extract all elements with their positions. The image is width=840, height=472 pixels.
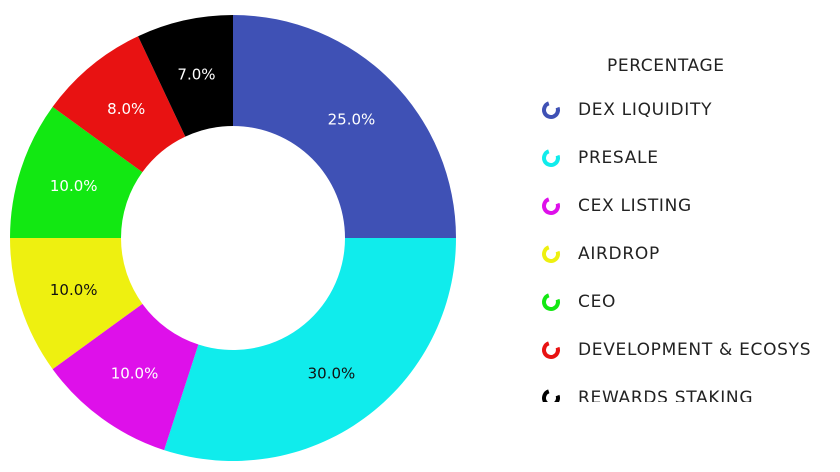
slice-label-dex-liquidity: 25.0%: [328, 111, 376, 129]
donut-legend-icon: [542, 101, 560, 119]
legend: PERCENTAGE DEX LIQUIDITY PRESALE CEX LISTI…: [540, 56, 840, 402]
donut-legend-icon: [542, 149, 560, 167]
donut-slices: [10, 15, 456, 462]
slice-rewards-staking: [138, 15, 233, 137]
slice-label-rewards-staking: 7.0%: [177, 66, 215, 84]
legend-label: DEVELOPMENT & ECOSYS: [578, 340, 812, 360]
slice-development-and-ecosys: [52, 36, 186, 173]
donut-legend-icon: [542, 245, 560, 263]
slice-label-cex-listing: 10.0%: [111, 365, 159, 383]
legend-label: REWARDS STAKING: [578, 388, 754, 402]
slice-airdrop: [10, 238, 143, 370]
slice-label-development-and-ecosys: 8.0%: [107, 100, 145, 118]
legend-label: CEX LISTING: [578, 196, 692, 216]
legend-item-airdrop[interactable]: AIRDROP: [540, 242, 660, 266]
legend-item-dex-liquidity[interactable]: DEX LIQUIDITY: [540, 98, 712, 122]
slice-label-airdrop: 10.0%: [50, 281, 98, 299]
slice-ceo: [10, 106, 143, 238]
slice-label-ceo: 10.0%: [50, 177, 98, 195]
slice-label-presale: 30.0%: [308, 365, 356, 383]
slice-cex-listing: [52, 303, 199, 451]
legend-label: DEX LIQUIDITY: [578, 100, 713, 120]
legend-item-rewards-staking[interactable]: REWARDS STAKING: [540, 386, 753, 402]
legend-item-ceo[interactable]: CEO: [540, 290, 616, 314]
slice-dex-liquidity: [233, 15, 456, 238]
donut-legend-icon: [542, 341, 560, 359]
legend-item-cex-listing[interactable]: CEX LISTING: [540, 194, 692, 218]
donut-legend-icon: [542, 197, 560, 215]
slice-presale: [164, 238, 456, 462]
legend-item-presale[interactable]: PRESALE: [540, 146, 659, 170]
legend-label: PRESALE: [578, 148, 659, 168]
legend-title: PERCENTAGE: [607, 56, 725, 76]
donut-legend-icon: [542, 389, 560, 402]
slice-labels: 25.0% 30.0% 10.0% 10.0% 10.0% 8.0% 7.0%: [50, 66, 375, 383]
legend-label: CEO: [578, 292, 617, 312]
legend-item-development-and-ecosys[interactable]: DEVELOPMENT & ECOSYS: [540, 338, 811, 362]
legend-label: AIRDROP: [578, 244, 660, 264]
donut-legend-icon: [542, 293, 560, 311]
